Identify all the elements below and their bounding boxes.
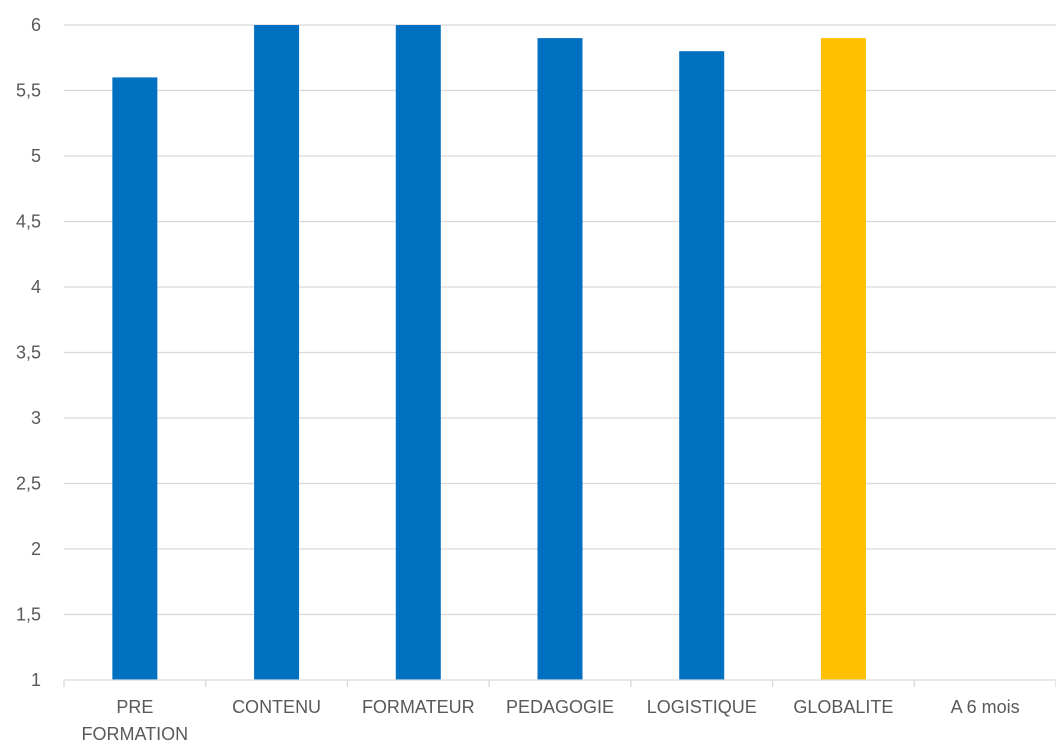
x-tick-label: CONTENU bbox=[232, 697, 321, 717]
y-tick-label: 6 bbox=[31, 15, 41, 35]
x-axis bbox=[63, 679, 1056, 687]
y-tick-label: 5 bbox=[31, 146, 41, 166]
bar bbox=[679, 51, 725, 680]
y-tick-label: 1 bbox=[31, 670, 41, 690]
bar bbox=[395, 25, 441, 680]
x-tick-label: A 6 mois bbox=[951, 697, 1020, 717]
bar bbox=[254, 25, 300, 680]
bars bbox=[112, 25, 866, 681]
x-tick-label: FORMATION bbox=[82, 724, 189, 744]
y-axis-tick-labels: 1 1,5 2 2,5 3 3,5 4 4,5 5 5,5 6 bbox=[16, 15, 41, 690]
y-tick-label: 5,5 bbox=[16, 81, 41, 101]
x-tick-label: FORMATEUR bbox=[362, 697, 475, 717]
x-axis-tick-labels: PRE FORMATION CONTENU FORMATEUR PEDAGOGIE LOG… bbox=[82, 697, 1020, 744]
y-tick-label: 4,5 bbox=[16, 212, 41, 232]
y-tick-label: 1,5 bbox=[16, 605, 41, 625]
bar bbox=[537, 38, 583, 681]
bar bbox=[820, 38, 866, 681]
x-tick-label: PRE bbox=[116, 697, 153, 717]
y-tick-label: 4 bbox=[31, 277, 41, 297]
x-tick-label: PEDAGOGIE bbox=[506, 697, 614, 717]
x-tick-label: LOGISTIQUE bbox=[647, 697, 757, 717]
y-tick-label: 2,5 bbox=[16, 474, 41, 494]
y-tick-label: 3 bbox=[31, 408, 41, 428]
bar bbox=[112, 77, 158, 680]
x-tick-label: GLOBALITE bbox=[793, 697, 893, 717]
y-tick-label: 2 bbox=[31, 539, 41, 559]
y-tick-label: 3,5 bbox=[16, 343, 41, 363]
